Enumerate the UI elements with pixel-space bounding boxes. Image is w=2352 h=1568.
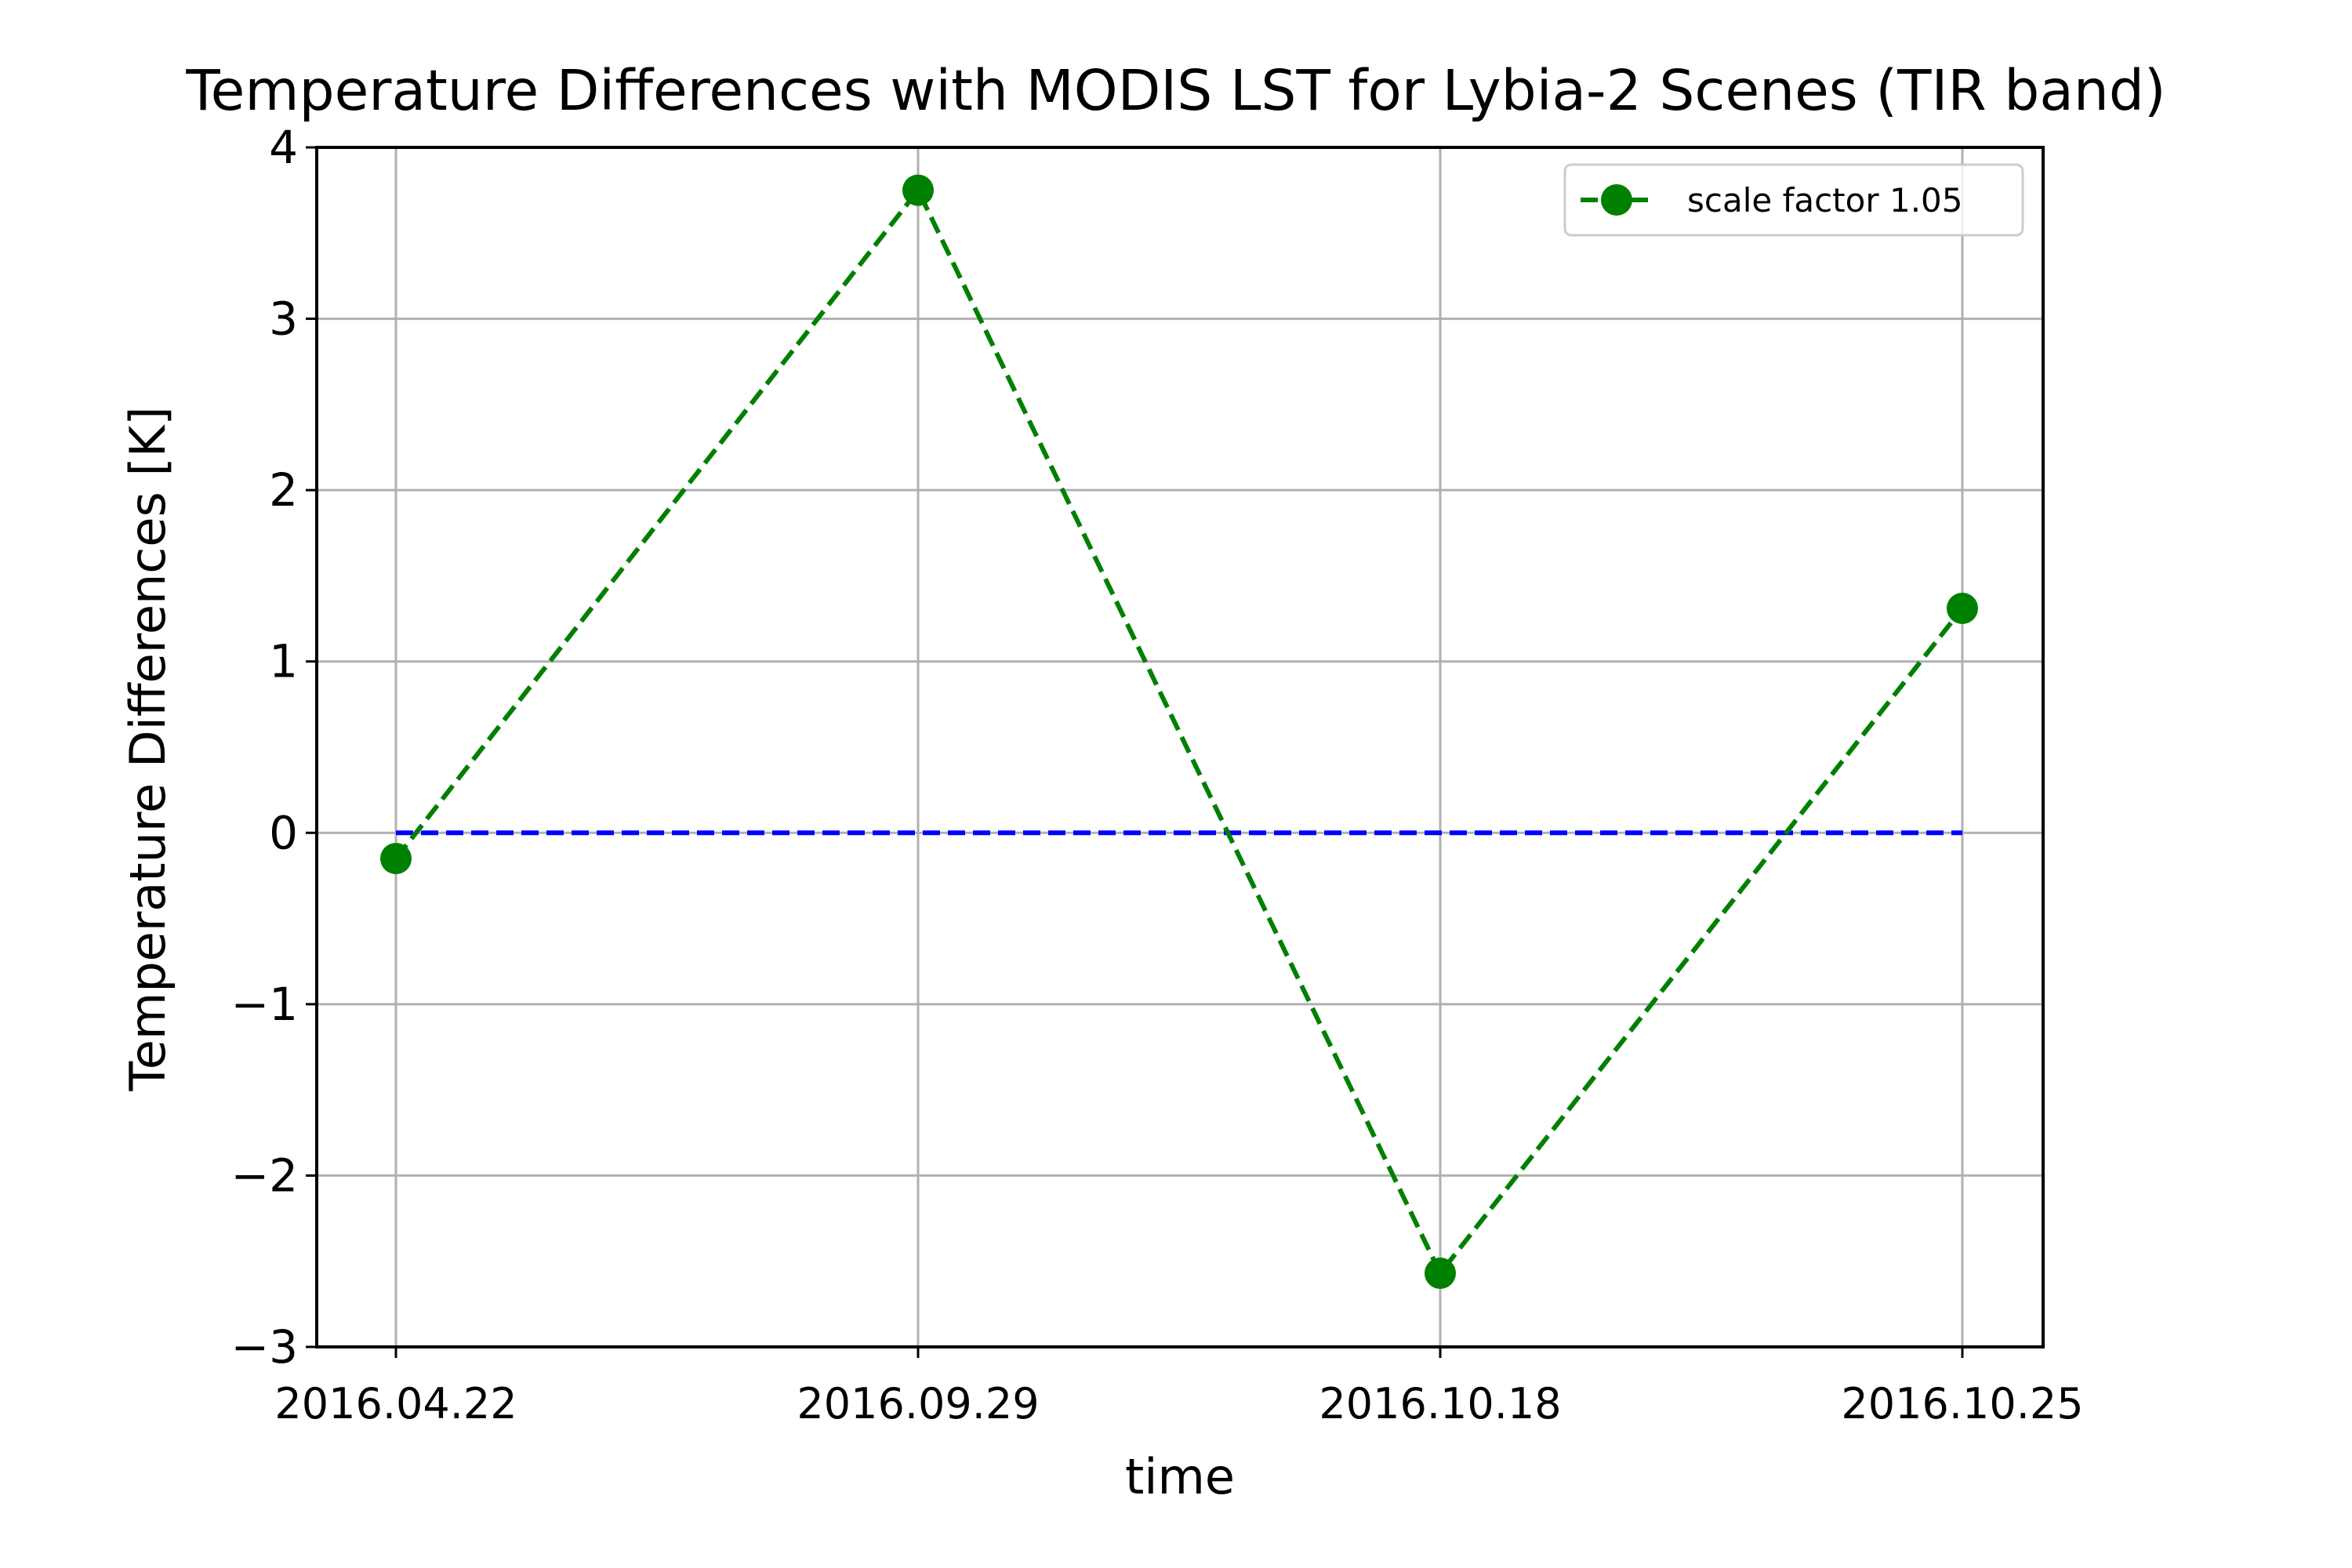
data-point-marker xyxy=(902,174,934,206)
series-line xyxy=(394,187,1965,1276)
y-tick-label: 0 xyxy=(269,806,298,859)
y-tick-label: −2 xyxy=(231,1149,299,1202)
legend-marker-swatch xyxy=(1601,184,1632,216)
data-point-marker xyxy=(1425,1258,1456,1290)
plot-frame xyxy=(315,146,2045,1348)
x-tick-label: 2016.09.29 xyxy=(797,1379,1039,1428)
x-axis-label: time xyxy=(1125,1448,1235,1505)
data-point-marker xyxy=(1947,592,1978,624)
data-point-marker xyxy=(380,843,412,875)
chart-title: Temperature Differences with MODIS LST f… xyxy=(185,58,2165,123)
x-tick-label: 2016.10.25 xyxy=(1841,1379,2083,1428)
y-tick-label: 1 xyxy=(269,635,298,688)
legend: scale factor 1.05 xyxy=(1563,163,2024,237)
y-tick-label: 2 xyxy=(269,463,298,517)
axis-ticks: −3 −2 −1 0 1 2 3 4 2016.04.22 2016.09.29 2016.10.1… xyxy=(231,121,2084,1428)
x-tick-label: 2016.10.18 xyxy=(1319,1379,1561,1428)
x-tick-label: 2016.04.22 xyxy=(274,1379,517,1428)
y-tick-label: 3 xyxy=(269,292,298,346)
y-tick-label: 4 xyxy=(269,121,298,174)
y-tick-label: −3 xyxy=(231,1320,299,1374)
legend-label: scale factor 1.05 xyxy=(1687,181,1962,220)
y-tick-label: −1 xyxy=(231,978,299,1031)
y-axis-label: Temperature Differences [K] xyxy=(119,406,176,1091)
series-layer xyxy=(380,174,1978,1290)
legend-box xyxy=(1563,163,2024,237)
